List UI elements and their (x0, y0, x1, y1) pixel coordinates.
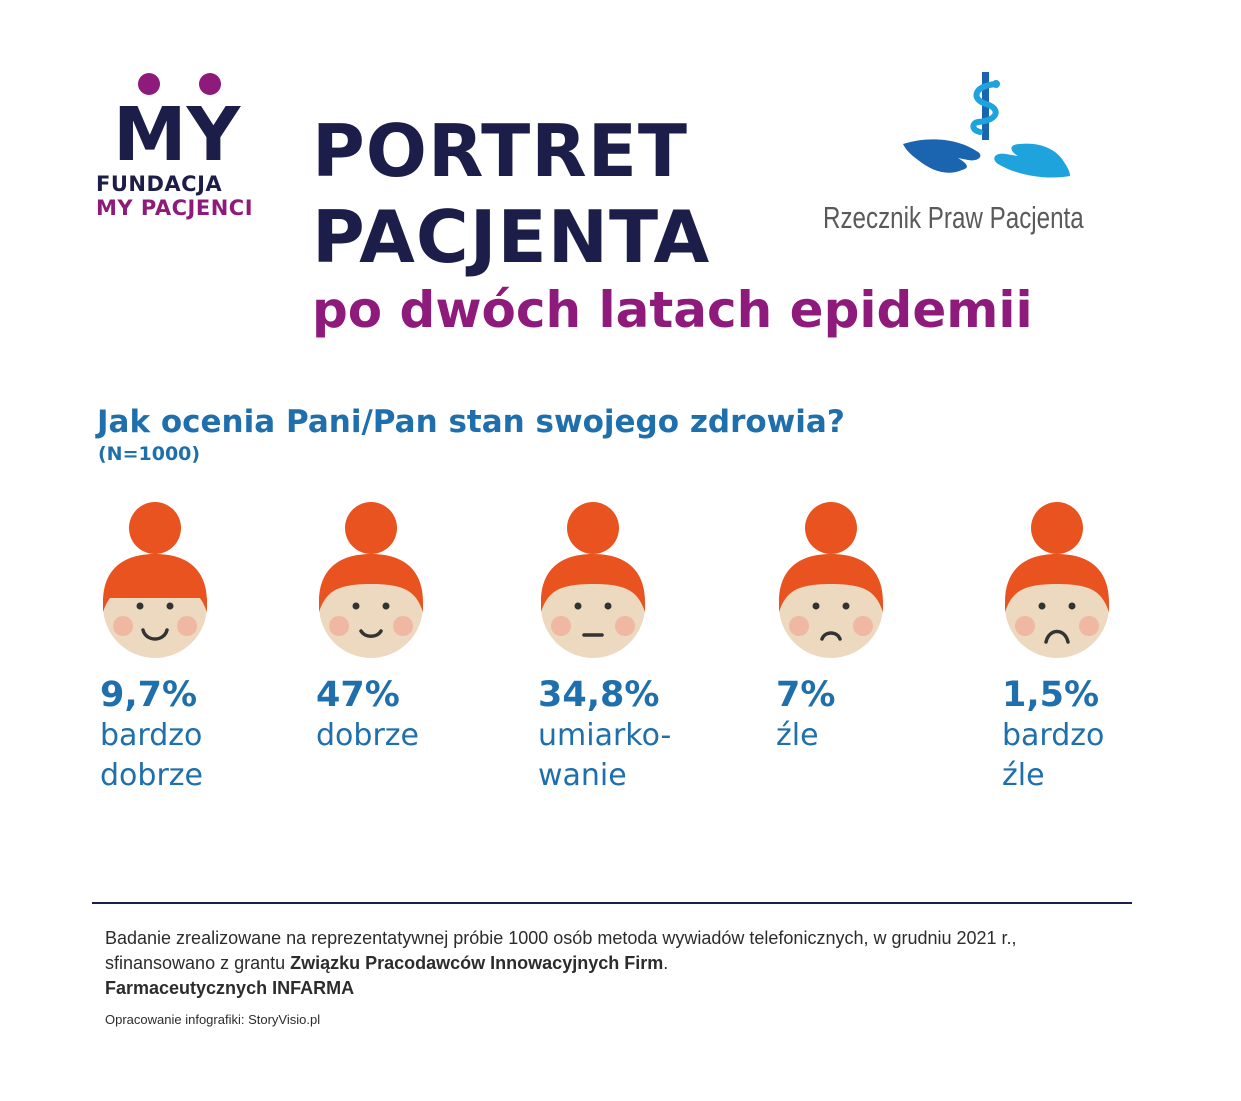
logo-line-my-pacjenci: MY PACJENCI (96, 196, 254, 220)
result-label: dobrze (316, 718, 419, 753)
question-heading: Jak ocenia Pani/Pan stan swojego zdrowia… (97, 404, 845, 440)
fundacja-my-pacjenci-logo: MY FUNDACJA MY PACJENCI (95, 72, 285, 232)
caduceus-hands-icon (903, 72, 1070, 178)
rzecznik-text: Rzecznik Praw Pacjenta (823, 200, 1084, 235)
title-line-2: PACJENTA (312, 195, 711, 279)
rzecznik-praw-pacjenta-logo: Rzecznik Praw Pacjenta (823, 72, 1148, 242)
footnote-text-2: . (663, 953, 669, 973)
result-item-moderate: 34,8% umiarko- wanie (538, 502, 728, 796)
result-percent: 1,5% (1002, 675, 1100, 715)
result-item-bad: 7% źle (776, 502, 966, 756)
page-title: PORTRET PACJENTA (312, 108, 872, 280)
footer-divider (92, 902, 1132, 904)
result-item-good: 47% dobrze (316, 502, 506, 756)
my-logo-mark-icon: MY (113, 73, 242, 178)
page-subtitle: po dwóch latach epidemii (312, 281, 1033, 339)
result-label: bardzo dobrze (100, 718, 203, 793)
neutral-face-icon (541, 502, 645, 658)
result-percent: 7% (776, 675, 836, 715)
footnote-text-1: Badanie zrealizowane na reprezentatywnej… (105, 928, 1017, 973)
result-label: bardzo źle (1002, 718, 1105, 793)
footnote-bold-2: Farmaceutycznych INFARMA (105, 978, 355, 998)
result-item-very-bad: 1,5% bardzo źle (1002, 502, 1192, 796)
result-item-very-good: 9,7% bardzo dobrze (100, 502, 290, 796)
infographic-credit: Opracowanie infografiki: StoryVisio.pl (105, 1012, 321, 1027)
footnote: Badanie zrealizowane na reprezentatywnej… (105, 926, 1125, 1001)
result-percent: 34,8% (538, 675, 660, 715)
happy-face-icon (319, 502, 423, 658)
result-percent: 47% (316, 675, 400, 715)
result-percent: 9,7% (100, 675, 198, 715)
logo-line-fundacja: FUNDACJA (96, 172, 223, 196)
result-label: źle (776, 718, 819, 753)
svg-text:MY: MY (113, 92, 242, 172)
very-happy-face-icon (103, 502, 207, 658)
very-sad-face-icon (1005, 502, 1109, 658)
footnote-bold-1: Związku Pracodawców Innowacyjnych Firm (290, 953, 664, 973)
title-line-1: PORTRET (312, 109, 689, 193)
sad-face-icon (779, 502, 883, 658)
result-label: umiarko- wanie (538, 718, 672, 793)
sample-size: (N=1000) (98, 443, 201, 465)
